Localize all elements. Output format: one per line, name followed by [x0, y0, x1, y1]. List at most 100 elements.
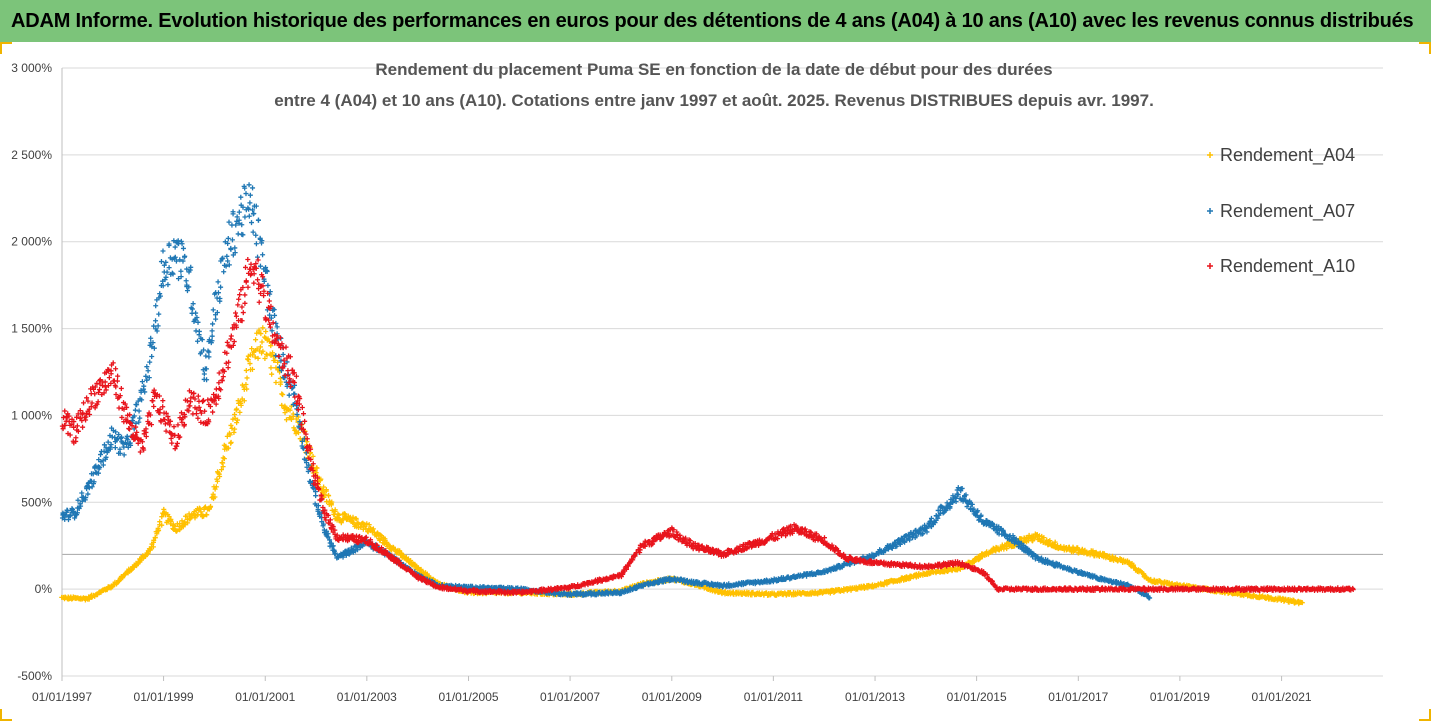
data-point — [151, 403, 157, 409]
data-point — [283, 417, 289, 423]
data-point — [387, 543, 393, 549]
x-tick-label: 01/01/2021 — [1252, 690, 1312, 704]
data-point — [118, 385, 124, 391]
data-point — [209, 333, 215, 339]
data-point — [223, 443, 229, 449]
data-point — [293, 431, 299, 437]
data-point — [323, 488, 329, 494]
x-tick-label: 01/01/2003 — [337, 690, 397, 704]
data-point — [227, 432, 233, 438]
data-point — [236, 296, 242, 302]
data-point — [225, 365, 231, 371]
data-point — [241, 398, 247, 404]
data-point — [285, 368, 291, 374]
data-point — [229, 425, 235, 431]
y-tick-label: -500% — [17, 669, 52, 683]
data-point — [256, 299, 262, 305]
data-point — [201, 371, 207, 377]
data-point — [182, 522, 188, 528]
data-point — [234, 420, 240, 426]
data-point — [179, 518, 185, 524]
x-tick-label: 01/01/1999 — [134, 690, 194, 704]
y-axis: 3 000%2 500%2 000%1 500%1 000%500%0%-500… — [11, 61, 52, 683]
data-point — [364, 521, 370, 527]
data-point — [196, 505, 202, 511]
data-point — [200, 513, 206, 519]
data-point — [72, 515, 78, 521]
data-point — [244, 375, 250, 381]
series-Rendement_A04 — [59, 325, 1305, 607]
data-point — [1052, 539, 1058, 545]
data-point — [283, 344, 289, 350]
data-point — [249, 220, 255, 226]
data-point — [1041, 535, 1047, 541]
data-point — [280, 392, 286, 398]
x-tick-label: 01/01/2011 — [744, 690, 803, 704]
data-point — [195, 415, 201, 421]
data-point — [205, 397, 211, 403]
x-tick-label: 01/01/2009 — [642, 690, 702, 704]
data-point — [185, 520, 191, 526]
data-point — [231, 339, 237, 345]
series-marks — [59, 182, 1356, 607]
data-point — [136, 408, 142, 414]
data-point — [85, 491, 91, 497]
data-point — [233, 407, 239, 413]
data-point — [257, 344, 263, 350]
data-point — [243, 367, 249, 373]
data-point — [249, 366, 255, 372]
data-point — [245, 284, 251, 290]
data-point — [210, 409, 216, 415]
data-point — [224, 339, 230, 345]
data-point — [279, 391, 285, 397]
data-point — [84, 486, 90, 492]
data-point — [279, 402, 285, 408]
x-tick-label: 01/01/2007 — [540, 690, 600, 704]
data-point — [291, 425, 297, 431]
data-point — [236, 209, 242, 215]
data-point — [314, 465, 320, 471]
x-tick-label: 01/01/2013 — [845, 690, 905, 704]
data-point — [198, 419, 204, 425]
data-point — [248, 261, 254, 267]
corner-mark-bottom-left — [0, 709, 12, 721]
data-point — [91, 481, 97, 487]
data-point — [228, 333, 234, 339]
data-point — [265, 336, 271, 342]
data-point — [209, 328, 215, 334]
data-point — [162, 421, 168, 427]
data-point — [210, 491, 216, 497]
chart-area — [0, 42, 1431, 721]
data-point — [208, 503, 214, 509]
data-point — [206, 354, 212, 360]
y-tick-label: 2 500% — [11, 148, 52, 162]
data-point — [247, 192, 253, 198]
data-point — [210, 321, 216, 327]
y-tick-label: 2 000% — [11, 235, 52, 249]
data-point — [302, 418, 308, 424]
data-point — [158, 259, 164, 265]
data-point — [151, 539, 157, 545]
data-point — [153, 318, 159, 324]
banner-title: ADAM Informe. Evolution historique des p… — [11, 10, 1414, 32]
data-point — [159, 522, 165, 528]
data-point — [224, 433, 230, 439]
data-point — [1047, 538, 1053, 544]
data-point — [180, 245, 186, 251]
data-point — [260, 348, 266, 354]
data-point — [370, 526, 376, 532]
data-point — [276, 353, 282, 359]
data-point — [286, 392, 292, 398]
data-point — [266, 338, 272, 344]
data-point — [128, 567, 134, 573]
data-point — [313, 470, 319, 476]
data-point — [295, 414, 301, 420]
data-point — [223, 360, 229, 366]
data-point — [255, 217, 261, 223]
corner-mark-top-left — [0, 42, 12, 54]
data-point — [149, 353, 155, 359]
data-point — [90, 471, 96, 477]
data-point — [242, 300, 248, 306]
series-Rendement_A07 — [59, 182, 1153, 601]
series-Rendement_A10 — [59, 256, 1356, 597]
